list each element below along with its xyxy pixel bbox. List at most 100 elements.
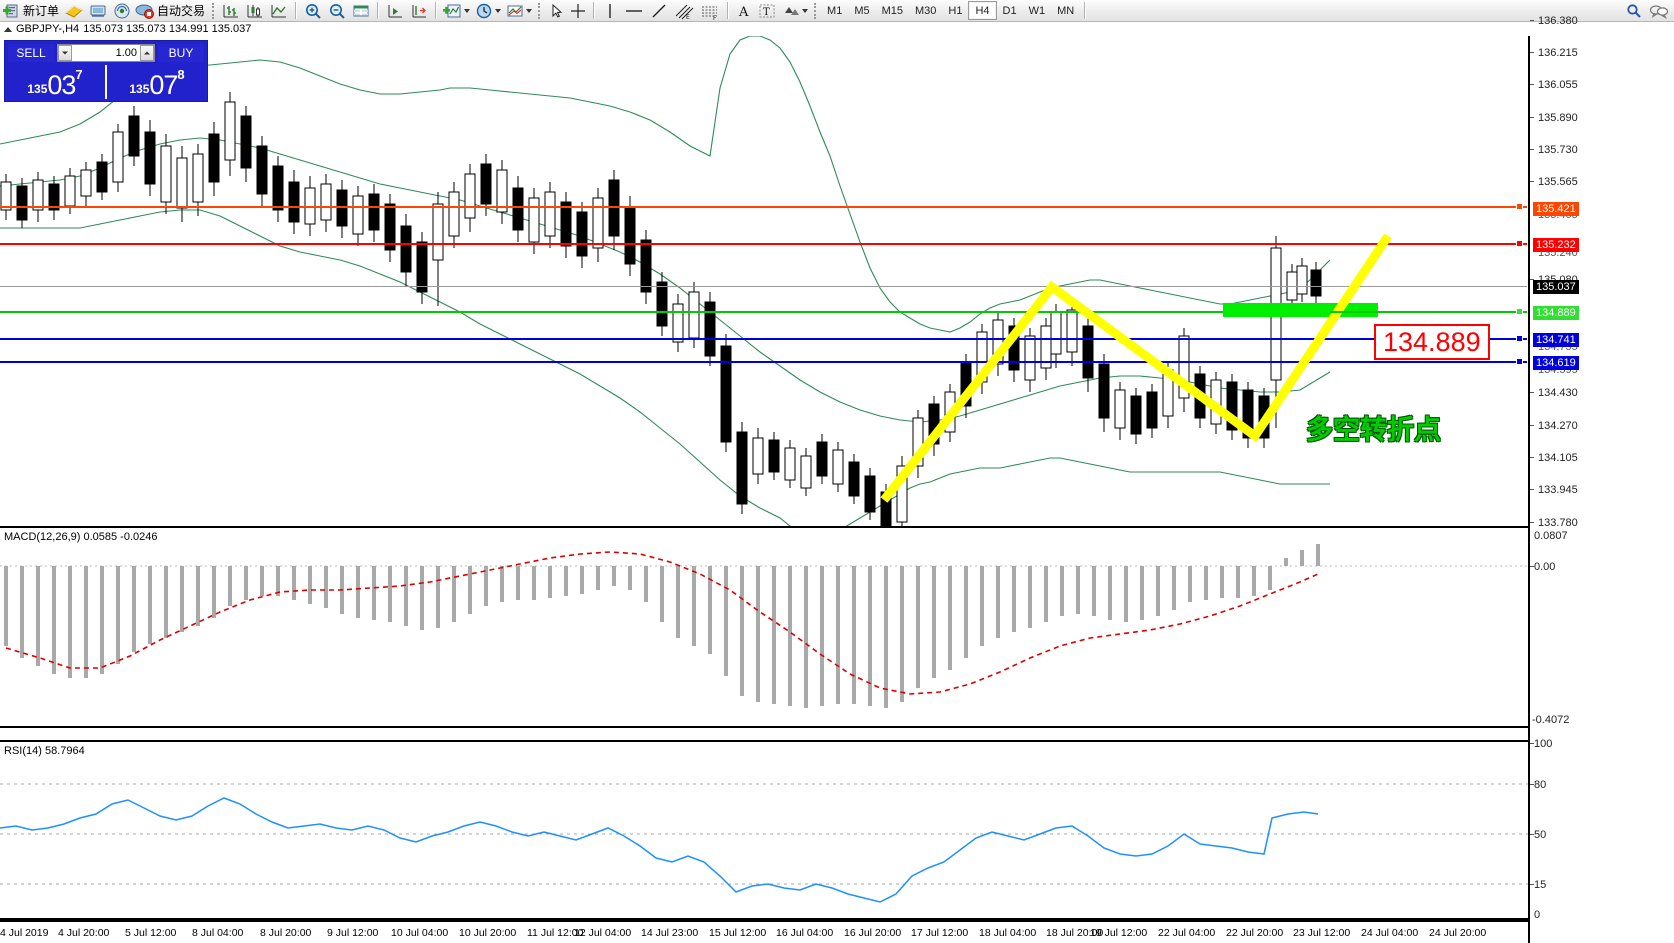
chart-shift-icon xyxy=(412,4,427,17)
volume-decrease-button[interactable] xyxy=(58,45,72,61)
volume-value[interactable]: 1.00 xyxy=(115,47,137,59)
text-tool-button[interactable]: A xyxy=(733,1,755,21)
signals-icon xyxy=(114,3,130,18)
level-handle-134619[interactable] xyxy=(1516,358,1523,365)
one-click-trading-panel[interactable]: SELL 1.00 BUY xyxy=(4,40,208,102)
timeframe-h1[interactable]: H1 xyxy=(948,4,963,17)
fibonacci-button[interactable]: F xyxy=(697,1,723,21)
templates-button[interactable] xyxy=(503,1,534,21)
level-line-134619[interactable] xyxy=(0,361,1527,363)
time-axis-label: 16 Jul 04:00 xyxy=(776,927,834,939)
time-axis-label: 24 Jul 04:00 xyxy=(1361,927,1419,939)
svg-text:E: E xyxy=(686,14,690,20)
zoom-in-button[interactable] xyxy=(301,1,325,21)
expert-advisors-button[interactable] xyxy=(62,1,86,21)
data-window-button[interactable] xyxy=(349,1,373,21)
price-axis-label: 135.565 xyxy=(1538,176,1578,188)
timeframe-d1[interactable]: D1 xyxy=(1002,4,1017,17)
buy-button[interactable]: BUY xyxy=(158,44,204,62)
text-label-button[interactable]: T xyxy=(755,1,779,21)
time-axis-label: 17 Jul 12:00 xyxy=(911,927,969,939)
volume-input[interactable]: 1.00 xyxy=(57,44,155,62)
level-line-135421[interactable] xyxy=(0,206,1527,208)
macd-signal-line xyxy=(5,551,1319,695)
toolbar-separator-6 xyxy=(1084,2,1087,19)
horizontal-line-button[interactable] xyxy=(621,1,647,21)
buy-price-fraction: 8 xyxy=(177,67,185,82)
line-chart-button[interactable] xyxy=(267,1,291,21)
level-handle-135232[interactable] xyxy=(1516,240,1523,247)
zoom-out-button[interactable] xyxy=(325,1,349,21)
signals-button[interactable] xyxy=(110,1,134,21)
shapes-button[interactable] xyxy=(779,1,810,21)
macd-tick xyxy=(1530,566,1534,567)
chart-shift-button[interactable] xyxy=(407,1,431,21)
timeframe-m15[interactable]: M15 xyxy=(881,4,903,17)
price-tag-134889[interactable]: 134.889 xyxy=(1533,306,1579,320)
cursor-tool-button[interactable] xyxy=(545,1,567,21)
level-handle-135421[interactable] xyxy=(1516,203,1523,210)
collapse-triangle-icon[interactable] xyxy=(4,26,12,32)
level-line-135232[interactable] xyxy=(0,243,1527,245)
search-button[interactable] xyxy=(1622,1,1646,21)
timeframe-m30[interactable]: M30 xyxy=(915,4,937,17)
toolbar-grip-1[interactable] xyxy=(212,2,215,19)
buy-price-main: 07 xyxy=(149,70,178,100)
sell-price-display[interactable]: 135 03 7 xyxy=(5,65,107,99)
period-chevron-down-icon[interactable] xyxy=(495,8,502,13)
svg-text:T: T xyxy=(763,7,770,18)
timeframe-mn[interactable]: MN xyxy=(1057,4,1075,17)
templates-icon xyxy=(507,5,523,16)
time-axis-label: 15 Jul 12:00 xyxy=(709,927,767,939)
price-tag-134619[interactable]: 134.619 xyxy=(1533,356,1579,370)
price-annotation-box[interactable]: 134.889 xyxy=(1374,324,1490,360)
vertical-line-button[interactable] xyxy=(599,1,621,21)
price-tick xyxy=(1530,84,1534,85)
new-order-button[interactable]: 新订单 xyxy=(2,1,62,21)
auto-scroll-button[interactable] xyxy=(383,1,407,21)
terminal-button[interactable] xyxy=(86,1,110,21)
price-tick xyxy=(1530,392,1534,393)
macd-axis-label: -0.4072 xyxy=(1532,714,1570,726)
level-line-134889[interactable] xyxy=(0,311,1527,313)
price-tag-135421[interactable]: 135.421 xyxy=(1533,202,1579,216)
templates-chevron-down-icon[interactable] xyxy=(526,8,533,13)
volume-increase-button[interactable] xyxy=(140,45,154,61)
crosshair-icon xyxy=(571,3,586,18)
chat-button[interactable] xyxy=(1646,1,1672,21)
add-indicator-button[interactable] xyxy=(441,1,472,21)
level-handle-134889[interactable] xyxy=(1516,308,1523,315)
level-line-134741[interactable] xyxy=(0,338,1527,340)
symbol-bar: GBPJPY-,H4 135.073 135.073 134.991 135.0… xyxy=(0,22,1674,36)
chart-area[interactable]: 134.889 多空转折点 136.380 136.215 136.055 13… xyxy=(0,15,1674,943)
level-line-135037-bid xyxy=(0,286,1527,287)
toolbar-grip-3[interactable] xyxy=(814,2,817,19)
toolbar-grip-2[interactable] xyxy=(538,2,541,19)
timeframe-m5[interactable]: M5 xyxy=(854,4,870,17)
bar-chart-button[interactable] xyxy=(219,1,243,21)
price-tag-135232[interactable]: 135.232 xyxy=(1533,238,1579,252)
timeframe-w1[interactable]: W1 xyxy=(1028,4,1046,17)
timeframe-h4[interactable]: H4 xyxy=(968,1,997,20)
crosshair-tool-button[interactable] xyxy=(567,1,589,21)
level-handle-134741[interactable] xyxy=(1516,335,1523,342)
period-button[interactable] xyxy=(472,1,503,21)
add-indicator-chevron-down-icon[interactable] xyxy=(464,8,471,13)
trendline-icon xyxy=(652,4,666,17)
price-tag-134741[interactable]: 134.741 xyxy=(1533,333,1579,347)
macd-panel[interactable]: MACD(12,26,9) 0.0585 -0.0246 xyxy=(0,526,1569,728)
price-axis-label: 136.055 xyxy=(1538,79,1578,91)
timeframe-m1[interactable]: M1 xyxy=(827,4,843,17)
autotrading-button[interactable]: 自动交易 xyxy=(134,1,208,21)
price-chart-canvas[interactable] xyxy=(0,36,1530,526)
candlestick-chart-button[interactable] xyxy=(243,1,267,21)
equidistant-channel-button[interactable]: E xyxy=(671,1,697,21)
shapes-chevron-down-icon[interactable] xyxy=(802,8,809,13)
time-axis-label: 18 Jul 04:00 xyxy=(979,927,1037,939)
sell-button[interactable]: SELL xyxy=(8,44,54,62)
chinese-annotation[interactable]: 多空转折点 xyxy=(1306,415,1441,446)
rsi-panel[interactable]: RSI(14) 58.7964 100 80 50 15 0 xyxy=(0,738,1552,921)
trendline-button[interactable] xyxy=(647,1,671,21)
price-tick xyxy=(1530,522,1534,523)
buy-price-display[interactable]: 135 07 8 xyxy=(107,65,207,99)
